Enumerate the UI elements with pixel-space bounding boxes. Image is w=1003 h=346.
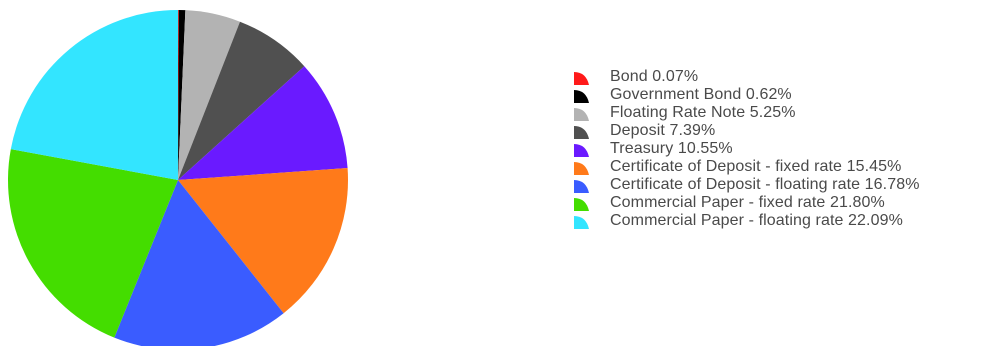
legend-swatch-icon — [574, 125, 589, 139]
legend-swatch-icon — [574, 161, 589, 175]
legend-swatch-icon — [574, 89, 589, 103]
legend-label: Commercial Paper - floating rate 22.09% — [610, 212, 903, 229]
legend-label: Deposit 7.39% — [610, 122, 716, 139]
legend-label: Certificate of Deposit - floating rate 1… — [610, 176, 920, 193]
pie-slice-9 — [10, 10, 178, 180]
pie-slice-3 — [178, 10, 240, 180]
legend-item: Commercial Paper - fixed rate 21.80% — [574, 194, 920, 212]
legend-item: Deposit 7.39% — [574, 122, 920, 140]
pie-slice-6 — [178, 168, 348, 314]
legend-item: Government Bond 0.62% — [574, 86, 920, 104]
legend-label: Treasury 10.55% — [610, 140, 733, 157]
legend-swatch-icon — [574, 107, 589, 121]
legend-item: Certificate of Deposit - floating rate 1… — [574, 176, 920, 194]
chart-legend: Bond 0.07% Government Bond 0.62% Floating … — [574, 68, 920, 230]
legend-item: Bond 0.07% — [574, 68, 920, 86]
legend-swatch-icon — [574, 197, 589, 211]
legend-label: Floating Rate Note 5.25% — [610, 104, 796, 121]
legend-label: Commercial Paper - fixed rate 21.80% — [610, 194, 885, 211]
legend-item: Treasury 10.55% — [574, 140, 920, 158]
legend-swatch-icon — [574, 143, 589, 157]
legend-item: Commercial Paper - floating rate 22.09% — [574, 212, 920, 230]
legend-label: Government Bond 0.62% — [610, 86, 792, 103]
pie-slice-2 — [178, 10, 186, 181]
pie-slice-1 — [178, 10, 179, 180]
legend-label: Bond 0.07% — [610, 68, 699, 85]
legend-swatch-icon — [574, 215, 589, 229]
legend-item: Certificate of Deposit - fixed rate 15.4… — [574, 158, 920, 176]
legend-label: Certificate of Deposit - fixed rate 15.4… — [610, 158, 902, 175]
pie-slice-8 — [8, 149, 178, 338]
pie-slice-5 — [178, 66, 348, 180]
pie-slice-7 — [114, 180, 284, 346]
pie-slice-4 — [178, 21, 305, 180]
legend-item: Floating Rate Note 5.25% — [574, 104, 920, 122]
legend-swatch-icon — [574, 179, 589, 193]
pie-chart — [8, 10, 348, 346]
legend-swatch-icon — [574, 71, 589, 85]
